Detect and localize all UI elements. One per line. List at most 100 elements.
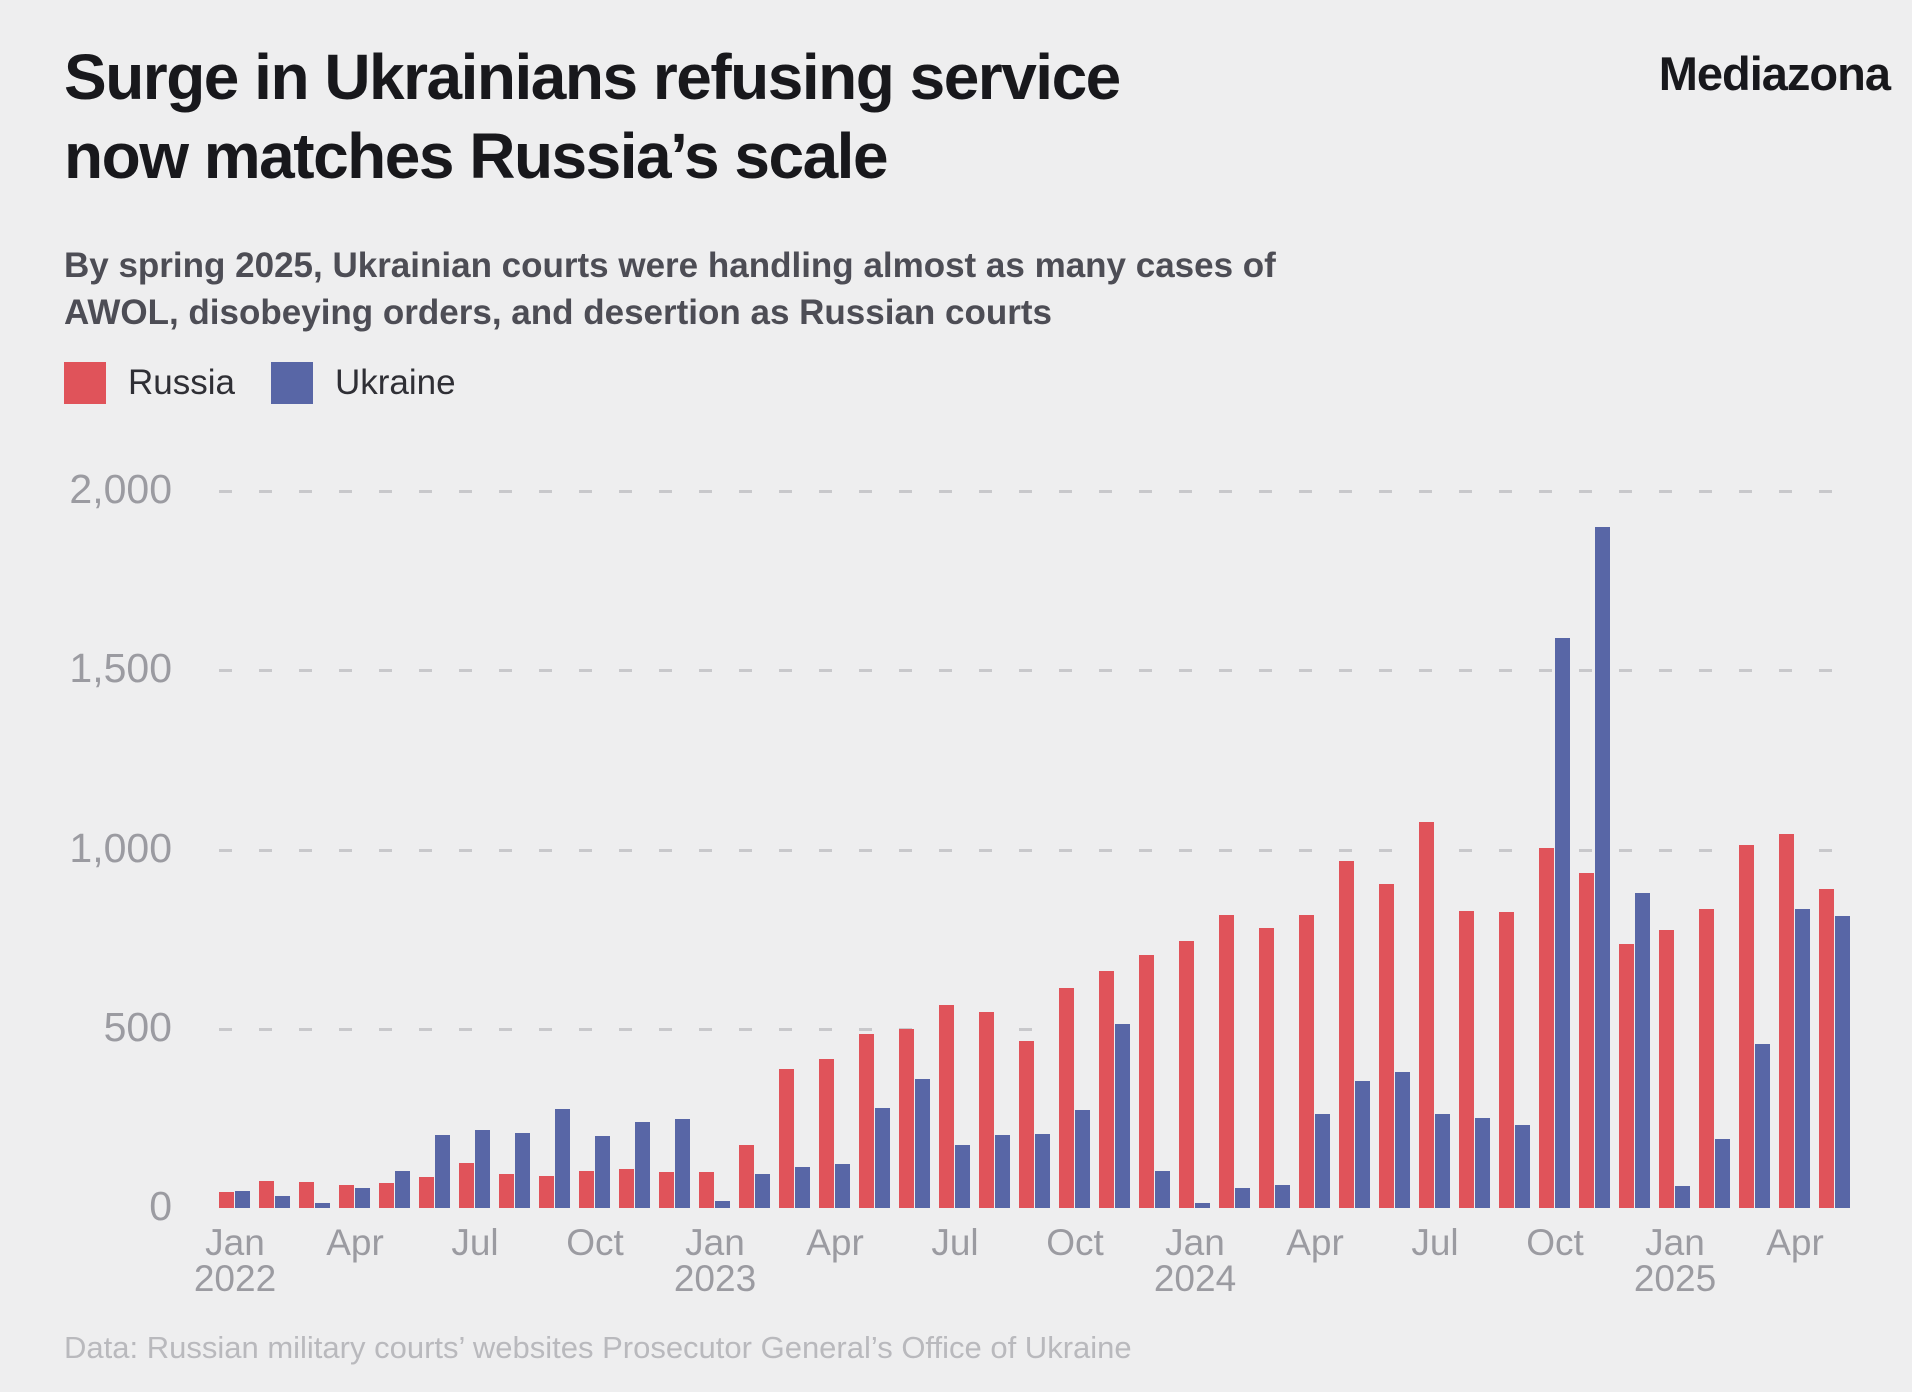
- bar-russia-jul-2024: [1419, 821, 1434, 1208]
- mediazona-logo: Mediazona: [1658, 47, 1891, 100]
- bar-russia-oct-2023: [1059, 987, 1074, 1208]
- x-tick-label-oct-2022: Oct: [566, 1222, 624, 1263]
- bar-ukraine-may-2025: [1835, 915, 1850, 1208]
- bar-russia-oct-2024: [1539, 848, 1554, 1208]
- bar-russia-feb-2024: [1219, 914, 1234, 1208]
- bar-russia-apr-2024: [1299, 915, 1314, 1208]
- x-tick-label-oct-2024: Oct: [1526, 1222, 1584, 1263]
- x-tick-label-apr-2025: Apr: [1766, 1222, 1824, 1263]
- bar-ukraine-jul-2022: [475, 1129, 490, 1208]
- bar-ukraine-aug-2024: [1475, 1118, 1490, 1208]
- bar-russia-jun-2023: [899, 1029, 914, 1208]
- x-tick-label-jan-2022: Jan: [205, 1222, 265, 1263]
- bar-russia-mar-2025: [1739, 844, 1754, 1208]
- bar-russia-feb-2022: [259, 1181, 274, 1208]
- x-tick-year-2023: 2023: [673, 1258, 757, 1299]
- bar-ukraine-aug-2022: [515, 1133, 530, 1208]
- bar-russia-oct-2022: [579, 1170, 594, 1208]
- bar-ukraine-oct-2022: [595, 1136, 610, 1208]
- bar-russia-jan-2025: [1659, 929, 1674, 1208]
- bar-russia-sep-2022: [539, 1175, 554, 1208]
- gridline-1000: [219, 848, 1859, 852]
- bar-russia-aug-2024: [1459, 910, 1474, 1208]
- bar-ukraine-apr-2023: [835, 1163, 850, 1208]
- bar-russia-dec-2024: [1619, 943, 1634, 1208]
- legend-item-ukraine: Ukraine: [270, 362, 456, 404]
- bar-ukraine-apr-2025: [1795, 909, 1810, 1208]
- bar-ukraine-nov-2024: [1595, 527, 1610, 1208]
- bar-russia-nov-2024: [1579, 873, 1594, 1208]
- bar-ukraine-mar-2023: [795, 1167, 810, 1208]
- bar-russia-jun-2024: [1379, 883, 1394, 1208]
- bar-russia-feb-2023: [739, 1144, 754, 1208]
- bar-russia-mar-2023: [779, 1069, 794, 1208]
- bar-ukraine-jan-2025: [1675, 1186, 1690, 1208]
- x-tick-label-jan-2024: Jan: [1165, 1222, 1225, 1263]
- y-axis-label-1000: 1,000: [69, 824, 172, 871]
- bar-russia-mar-2022: [299, 1181, 314, 1208]
- x-tick-label-jan-2023: Jan: [685, 1222, 745, 1263]
- bar-russia-apr-2023: [819, 1058, 834, 1208]
- bar-ukraine-jan-2023: [715, 1200, 730, 1208]
- x-tick-year-2025: 2025: [1633, 1258, 1717, 1299]
- bar-ukraine-may-2022: [395, 1171, 410, 1208]
- x-tick-label-apr-2024: Apr: [1286, 1222, 1344, 1263]
- bar-ukraine-jun-2022: [435, 1134, 450, 1208]
- y-axis-label-0: 0: [149, 1183, 172, 1229]
- y-axis-label-500: 500: [103, 1003, 172, 1050]
- bar-russia-nov-2023: [1099, 970, 1114, 1208]
- x-tick-label-oct-2023: Oct: [1046, 1222, 1104, 1263]
- x-tick-year-2022: 2022: [193, 1258, 277, 1299]
- bar-ukraine-feb-2024: [1235, 1187, 1250, 1208]
- x-tick-label-jan-2025: Jan: [1645, 1222, 1705, 1263]
- x-tick-label-jul-2022: Jul: [451, 1222, 499, 1263]
- bar-ukraine-sep-2024: [1515, 1124, 1530, 1208]
- x-tick-label-apr-2022: Apr: [326, 1222, 384, 1263]
- x-tick-label-jul-2024: Jul: [1411, 1222, 1459, 1263]
- bar-ukraine-jun-2023: [915, 1079, 930, 1208]
- title-line-1: Surge in Ukrainians refusing service: [64, 41, 1121, 113]
- bar-ukraine-jul-2023: [955, 1144, 970, 1208]
- bar-russia-jan-2024: [1179, 940, 1194, 1208]
- bar-ukraine-feb-2025: [1715, 1138, 1730, 1208]
- bar-russia-sep-2023: [1019, 1040, 1034, 1208]
- bar-russia-apr-2022: [339, 1185, 354, 1208]
- russia-swatch: [64, 362, 106, 404]
- legend-label-russia: Russia: [128, 363, 235, 402]
- bar-ukraine-mar-2025: [1755, 1043, 1770, 1208]
- bar-russia-may-2023: [859, 1033, 874, 1208]
- gridline-2000: [219, 490, 1859, 493]
- bar-ukraine-dec-2022: [675, 1119, 690, 1208]
- y-axis-label-1500: 1,500: [69, 645, 172, 692]
- bar-ukraine-mar-2024: [1275, 1185, 1290, 1208]
- legend-item-russia: Russia: [64, 362, 235, 404]
- chart-subtitle: By spring 2025, Ukrainian courts were ha…: [64, 246, 1276, 332]
- bar-ukraine-jan-2022: [235, 1191, 250, 1208]
- bar-russia-jul-2022: [459, 1163, 474, 1208]
- bar-ukraine-jun-2024: [1395, 1071, 1410, 1208]
- page-title: Surge in Ukrainians refusing service now…: [64, 38, 1121, 196]
- bar-ukraine-apr-2024: [1315, 1113, 1330, 1208]
- bar-ukraine-dec-2023: [1155, 1170, 1170, 1208]
- x-tick-label-jul-2023: Jul: [931, 1222, 979, 1263]
- bar-russia-dec-2022: [659, 1172, 674, 1208]
- bar-russia-jun-2022: [419, 1176, 434, 1208]
- gridline-1500: [219, 669, 1859, 673]
- bar-ukraine-oct-2024: [1555, 637, 1570, 1208]
- bar-russia-jan-2022: [219, 1192, 234, 1208]
- bar-russia-feb-2025: [1699, 909, 1714, 1208]
- bar-ukraine-feb-2022: [275, 1196, 290, 1208]
- bar-ukraine-sep-2022: [555, 1109, 570, 1208]
- bar-ukraine-feb-2023: [755, 1173, 770, 1208]
- bar-ukraine-apr-2022: [355, 1187, 370, 1208]
- bar-russia-nov-2022: [619, 1168, 634, 1208]
- ukraine-swatch: [270, 362, 313, 404]
- bar-ukraine-mar-2022: [315, 1202, 330, 1208]
- bar-ukraine-may-2023: [875, 1107, 890, 1208]
- bar-russia-aug-2022: [499, 1174, 514, 1208]
- gridline-500: [219, 1027, 1859, 1031]
- bar-russia-may-2025: [1819, 888, 1834, 1208]
- bar-ukraine-sep-2023: [1035, 1133, 1050, 1208]
- bar-russia-jul-2023: [939, 1005, 954, 1208]
